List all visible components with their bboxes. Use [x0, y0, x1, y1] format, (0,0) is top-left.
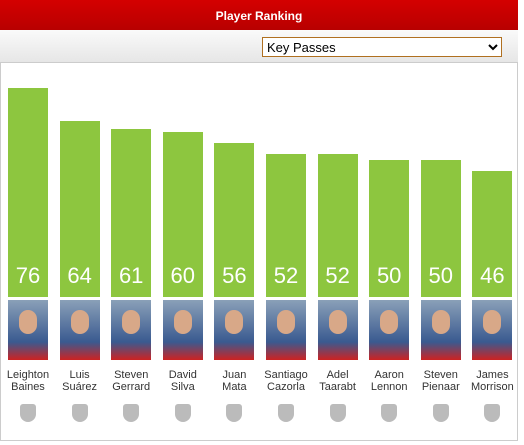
player-face	[277, 310, 295, 334]
value-label: 50	[428, 263, 454, 288]
value-label: 61	[118, 263, 144, 288]
player-photo	[266, 300, 306, 360]
club-crest	[174, 404, 191, 422]
player-photo	[472, 300, 513, 360]
player-name: James Morrison	[470, 369, 514, 393]
bar	[369, 159, 410, 297]
player-face	[225, 310, 244, 334]
chart-panel	[0, 62, 518, 441]
value-label: 50	[376, 263, 402, 288]
club-crest	[20, 404, 36, 422]
player-photo	[59, 300, 100, 360]
player-face	[431, 310, 450, 334]
bar	[59, 121, 100, 297]
player-name: Adel Taarabt	[319, 369, 356, 393]
value-label: 64	[67, 263, 92, 288]
player-name: Steven Gerrard	[112, 369, 151, 393]
club-crest	[329, 404, 346, 422]
metric-select[interactable]: Key Passes	[262, 37, 502, 57]
player-photo	[111, 300, 152, 360]
player-face	[173, 310, 192, 334]
player-name: Leighton Baines	[6, 369, 50, 393]
player-name: Santiago Cazorla	[264, 369, 308, 393]
value-label: 46	[480, 263, 505, 288]
player-photo	[420, 300, 461, 360]
value-label: 52	[273, 263, 299, 288]
bar	[111, 129, 152, 297]
player-face	[380, 310, 399, 334]
bar	[317, 154, 358, 297]
player-name: Aaron Lennon	[370, 369, 408, 393]
bar	[8, 88, 48, 297]
bar	[214, 143, 255, 297]
player-name: Luis Suárez	[62, 369, 98, 393]
player-photo	[162, 300, 203, 360]
player-photo	[214, 300, 255, 360]
value-label: 56	[222, 263, 247, 288]
player-face	[483, 310, 502, 334]
player-face	[19, 310, 37, 334]
club-crest	[381, 404, 398, 422]
player-name: Juan Mata	[222, 369, 247, 393]
player-photo	[8, 300, 48, 360]
value-label: 76	[15, 263, 41, 288]
bar	[420, 159, 461, 297]
club-crest	[226, 404, 243, 422]
club-crest	[432, 404, 449, 422]
player-face	[328, 310, 347, 334]
player-name: Steven Pienaar	[421, 369, 460, 393]
player-face	[122, 310, 141, 334]
bar	[162, 132, 203, 297]
club-crest	[278, 404, 294, 422]
club-crest	[71, 404, 88, 422]
club-crest	[123, 404, 140, 422]
header-title: Player Ranking	[0, 0, 518, 30]
bar	[266, 154, 306, 297]
player-photo	[369, 300, 410, 360]
player-photo	[317, 300, 358, 360]
value-label: 52	[325, 263, 350, 288]
bar	[472, 170, 513, 297]
club-crest	[484, 404, 501, 422]
player-name: David Silva	[168, 369, 197, 393]
value-label: 60	[170, 263, 196, 288]
player-face	[70, 310, 89, 334]
